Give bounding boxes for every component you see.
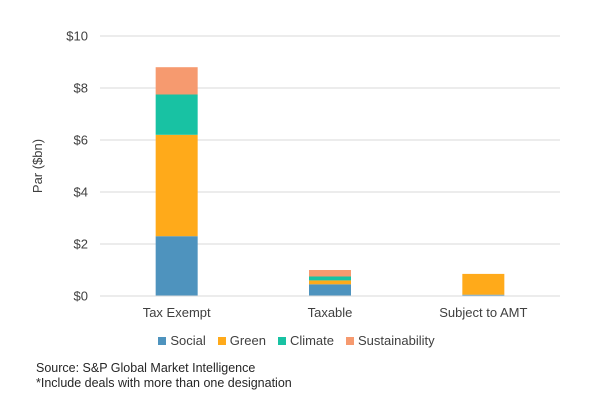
y-tick-label: $2	[74, 237, 88, 252]
y-tick-label: $6	[74, 133, 88, 148]
bar-stack	[155, 67, 198, 296]
bar-segment-sustainability	[309, 270, 351, 277]
bar-stack	[462, 273, 505, 296]
bar-segment-climate	[309, 276, 351, 281]
footnotes: Source: S&P Global Market Intelligence *…	[36, 361, 292, 391]
source-note: Source: S&P Global Market Intelligence	[36, 361, 256, 375]
bar-segment-social	[155, 236, 198, 296]
y-axis-ticks: $0 $2 $4 $6 $8 $10	[66, 29, 88, 304]
legend-swatch	[346, 336, 355, 345]
x-tick-label: Tax Exempt	[143, 305, 211, 320]
bar-segment-sustainability	[155, 67, 198, 95]
legend-swatch	[277, 336, 286, 345]
designation-note: *Include deals with more than one design…	[36, 376, 292, 390]
legend-item-sustainability: Sustainability	[346, 333, 435, 348]
bar-segment-green	[309, 280, 351, 285]
bar-segment-social	[462, 294, 505, 296]
legend-item-social: Social	[158, 333, 206, 348]
legend-item-green: Green	[217, 333, 266, 348]
legend-item-climate: Climate	[277, 333, 335, 348]
y-tick-label: $4	[74, 185, 88, 200]
x-axis-ticks: Tax Exempt Taxable Subject to AMT	[143, 305, 528, 320]
y-tick-label: $10	[66, 29, 88, 44]
bar-segment-green	[155, 134, 198, 237]
legend-swatch	[158, 336, 167, 345]
legend-label: Social	[170, 333, 206, 348]
y-tick-label: $0	[74, 289, 88, 304]
legend-label: Green	[229, 333, 266, 348]
bar-segment-climate	[155, 94, 198, 135]
bar-segment-green	[462, 273, 505, 295]
bar-stack	[309, 270, 351, 296]
legend-label: Sustainability	[358, 333, 435, 348]
bar-stacks	[155, 67, 505, 296]
bar-segment-social	[309, 284, 351, 296]
stacked-bar-chart: $0 $2 $4 $6 $8 $10 Tax Exempt Taxable Subject t…	[30, 29, 560, 320]
y-axis-title: Par ($bn)	[30, 139, 45, 193]
y-tick-label: $8	[74, 81, 88, 96]
x-tick-label: Subject to AMT	[439, 305, 527, 320]
legend-swatch	[217, 336, 226, 345]
x-tick-label: Taxable	[308, 305, 353, 320]
legend-label: Climate	[289, 333, 335, 348]
chart-legend: Social Green Climate Sustainability	[0, 333, 593, 348]
